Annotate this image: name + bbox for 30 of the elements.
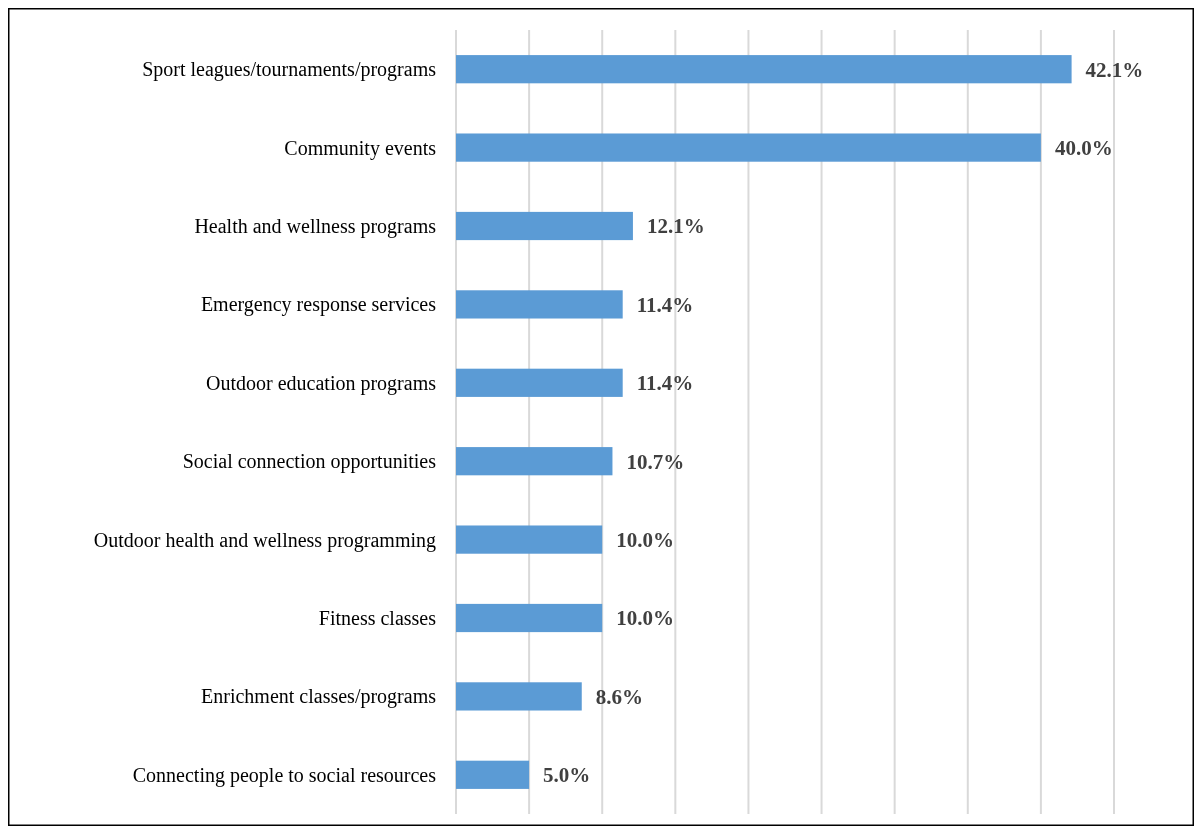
y-tick-label: Emergency response services xyxy=(200,293,437,317)
data-label: 11.4% xyxy=(636,371,694,396)
bar xyxy=(456,211,633,241)
data-label: 10.0% xyxy=(616,606,674,631)
y-tick-label: Sport leagues/tournaments/programs xyxy=(142,58,437,82)
bar xyxy=(456,368,623,397)
y-tick-label: Enrichment classes/programs xyxy=(201,685,437,709)
y-tick-label: Connecting people to social resources xyxy=(132,763,437,787)
bar xyxy=(456,525,603,554)
bar xyxy=(456,133,1041,162)
y-tick-label: Community events xyxy=(284,136,437,160)
y-tick-label: Social connection opportunities xyxy=(182,450,437,474)
data-label: 12.1% xyxy=(646,214,705,239)
data-label: 11.4% xyxy=(636,292,694,317)
data-label: 8.6% xyxy=(595,684,643,709)
bar xyxy=(456,760,530,789)
data-label: 42.1% xyxy=(1085,57,1144,82)
bar xyxy=(456,290,623,319)
y-tick-label: Health and wellness programs xyxy=(194,215,437,238)
y-tick-label: Outdoor health and wellness programming xyxy=(93,528,436,552)
data-label: 10.7% xyxy=(626,449,685,474)
data-label: 40.0% xyxy=(1054,135,1113,160)
data-label: 10.0% xyxy=(616,527,674,552)
data-label: 5.0% xyxy=(543,763,591,788)
y-tick-label: Outdoor education programs xyxy=(206,371,437,395)
bar xyxy=(456,55,1072,84)
y-tick-label: Fitness classes xyxy=(318,607,437,629)
bar xyxy=(456,447,613,476)
bar xyxy=(456,682,582,711)
bar xyxy=(456,603,603,633)
